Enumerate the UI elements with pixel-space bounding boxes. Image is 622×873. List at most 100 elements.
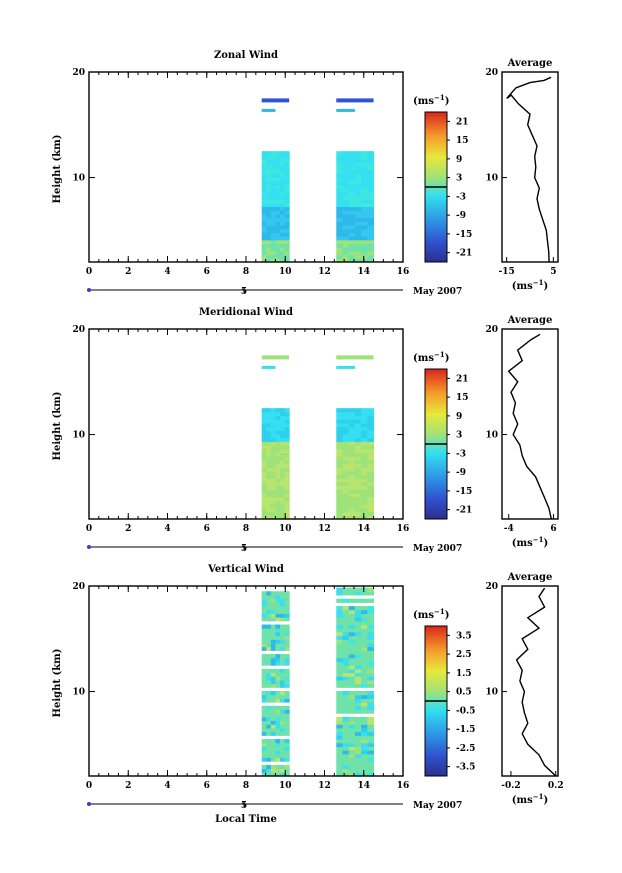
x-tick-label: 4 [164, 267, 170, 277]
data-cell [266, 691, 272, 696]
data-cell [275, 643, 281, 648]
data-cell [336, 772, 343, 777]
data-cell [266, 474, 272, 479]
data-cell [284, 591, 290, 596]
data-cell [336, 654, 343, 659]
data-cell [284, 426, 290, 431]
data-cell [342, 162, 350, 167]
data-cell [270, 426, 276, 431]
data-cell [354, 202, 362, 208]
data-cell [270, 591, 276, 596]
data-cell [270, 635, 276, 640]
data-cell [336, 177, 343, 182]
data-cell [266, 635, 272, 640]
data-cell [354, 154, 362, 160]
data-cell [336, 441, 343, 446]
data-cell [354, 683, 362, 688]
data-cell [348, 716, 356, 722]
data-cell [367, 411, 375, 417]
data-cell [270, 668, 276, 674]
data-cell [348, 254, 356, 259]
colorbar-unit-sup: −1 [434, 350, 445, 359]
data-cell [284, 225, 290, 230]
data-cell [266, 217, 272, 222]
data-cell [284, 489, 290, 494]
data-cell [336, 511, 343, 516]
data-cell [270, 500, 276, 505]
avg-x-tick-label: -4 [504, 524, 514, 534]
data-cell [261, 258, 267, 263]
data-cell [348, 620, 356, 626]
data-cell [284, 441, 290, 446]
data-cell [266, 162, 272, 167]
data-cell [361, 434, 368, 439]
data-cell [266, 247, 272, 252]
data-cell [348, 217, 356, 222]
data-cell [367, 720, 375, 725]
data-cell [361, 702, 368, 707]
data-cell [284, 177, 290, 182]
data-cell [261, 191, 267, 196]
y-axis-label: Height (km) [52, 392, 63, 461]
data-cell [261, 456, 267, 461]
colorbar-tick-label: 21 [456, 117, 469, 127]
data-cell [367, 639, 375, 644]
data-cell [261, 676, 267, 681]
data-cell [261, 724, 267, 729]
data-cell [280, 705, 286, 710]
data-cell [270, 243, 276, 248]
data-cell [361, 746, 368, 751]
data-cell [270, 698, 276, 703]
data-cell [348, 657, 356, 662]
data-cell [284, 180, 290, 185]
data-cell [266, 654, 272, 659]
data-cell [280, 180, 286, 185]
data-cell [270, 217, 276, 222]
data-cell [336, 419, 343, 424]
data-cell [261, 415, 267, 420]
data-cell [354, 243, 362, 248]
data-cell [266, 742, 272, 747]
data-cell [284, 448, 290, 453]
data-cell [266, 507, 272, 513]
data-cell [361, 151, 368, 156]
data-cell [270, 594, 276, 600]
colorbar-tick-label: 3 [456, 431, 462, 441]
data-cell [270, 169, 276, 174]
data-cell [261, 441, 267, 446]
data-cell [261, 672, 267, 677]
colorbar-tick-label: 9 [456, 412, 462, 422]
x-tick-label: 4 [164, 781, 170, 791]
data-cell [280, 515, 286, 520]
data-cell [336, 165, 343, 171]
data-cell [342, 243, 350, 248]
data-cell [342, 151, 350, 156]
data-cell [342, 727, 350, 733]
data-cell [336, 493, 343, 498]
data-cell [280, 739, 286, 744]
data-cell [361, 646, 368, 651]
data-cell [367, 511, 375, 516]
data-cell [361, 661, 368, 666]
data-cell [280, 177, 286, 182]
data-cell [354, 504, 362, 509]
data-cell [367, 657, 375, 662]
data-cell [261, 624, 267, 629]
data-cell [275, 162, 281, 167]
data-cell [367, 515, 375, 520]
data-cell [361, 456, 368, 461]
data-cell [342, 154, 350, 160]
data-cell [266, 591, 272, 596]
data-cell [354, 753, 362, 759]
data-cell [275, 258, 281, 263]
data-cell [336, 463, 343, 468]
data-cell [284, 500, 290, 505]
data-cell [275, 716, 281, 722]
data-cell [361, 452, 368, 457]
data-cell [280, 511, 286, 516]
data-cell [280, 254, 286, 259]
data-cell [342, 202, 350, 208]
average-profile-line [507, 333, 552, 520]
data-cell [275, 676, 281, 681]
data-cell [275, 210, 281, 215]
